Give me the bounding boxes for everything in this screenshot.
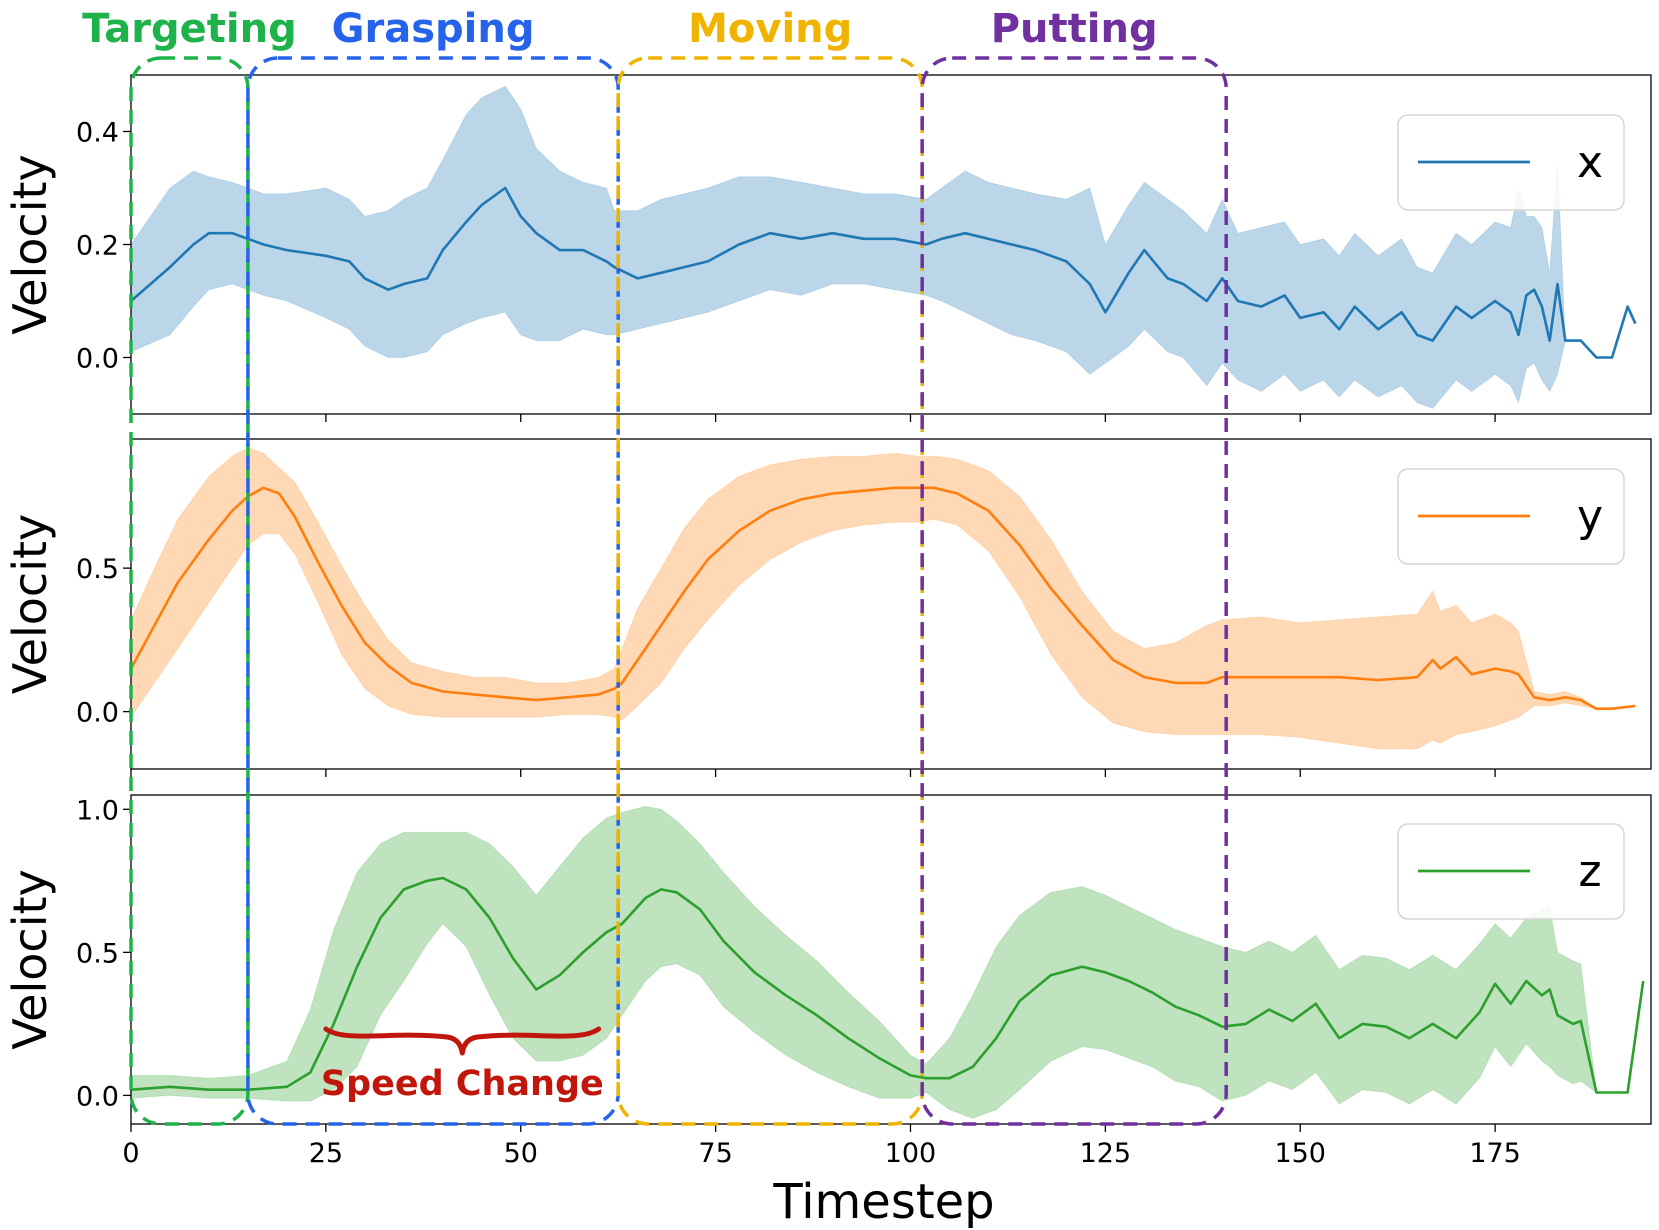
phase-label-moving: Moving (688, 6, 852, 52)
y-axis-label-y: Velocity (3, 514, 57, 694)
ytick-label-x: 0.2 (76, 231, 119, 262)
ytick-label-z: 0.5 (76, 938, 119, 969)
ytick-label-x: 0.4 (76, 118, 119, 149)
phase-layer: Targeting Grasping Moving Putting (82, 6, 1228, 1126)
panels-layer: 0.0 0.2 0.4 Velocity x 0.0 0.5 Velocity y 0.0 0.5 1… (3, 74, 1652, 1169)
phase-box-grasping (246, 56, 620, 1126)
y-axis-label-z: Velocity (3, 869, 57, 1049)
x-axis-label: Timestep (772, 1174, 994, 1230)
phase-box-putting (920, 56, 1228, 1126)
xtick-label: 150 (1274, 1138, 1326, 1169)
phase-box-targeting (129, 56, 250, 1126)
legend-label-z: z (1578, 846, 1601, 897)
legend-y: y (1397, 468, 1625, 565)
line-z (130, 876, 1645, 1094)
ytick-label-z: 1.0 (76, 795, 119, 826)
xtick-label: 50 (504, 1138, 538, 1169)
phase-grasping: Grasping (246, 6, 620, 1126)
phase-putting: Putting (920, 6, 1228, 1126)
xtick-label: 0 (122, 1138, 139, 1169)
line-x (130, 186, 1637, 359)
panel-y: 0.0 0.5 Velocity y (3, 438, 1652, 777)
y-axis-label-x: Velocity (3, 154, 57, 334)
ytick-label-z: 0.0 (76, 1081, 119, 1112)
speed-change-brace (323, 1026, 602, 1056)
annotation-layer: Speed Change (321, 1026, 604, 1104)
ytick-label-y: 0.5 (76, 554, 119, 585)
xtick-label: 75 (698, 1138, 732, 1169)
phase-label-putting: Putting (991, 6, 1158, 52)
legend-label-y: y (1577, 491, 1603, 542)
panel-z: 0.0 0.5 1.0 0 25 50 75 100 125 150 175 Velocity z (3, 794, 1652, 1169)
phase-label-targeting: Targeting (82, 6, 297, 52)
xtick-label: 125 (1080, 1138, 1132, 1169)
phase-box-moving (616, 56, 924, 1126)
xtick-label: 25 (309, 1138, 343, 1169)
legend-label-x: x (1577, 137, 1603, 188)
phase-targeting: Targeting (82, 6, 297, 1126)
xtick-label: 100 (885, 1138, 937, 1169)
phase-moving: Moving (616, 6, 924, 1126)
phase-label-grasping: Grasping (332, 6, 535, 52)
legend-z: z (1397, 823, 1625, 920)
line-y (129, 486, 1636, 710)
panel-x: 0.0 0.2 0.4 Velocity x (3, 74, 1652, 422)
speed-change-label: Speed Change (321, 1064, 604, 1104)
ytick-label-y: 0.0 (76, 698, 119, 729)
xtick-label: 175 (1469, 1138, 1521, 1169)
ytick-label-x: 0.0 (76, 344, 119, 375)
legend-x: x (1397, 114, 1625, 211)
